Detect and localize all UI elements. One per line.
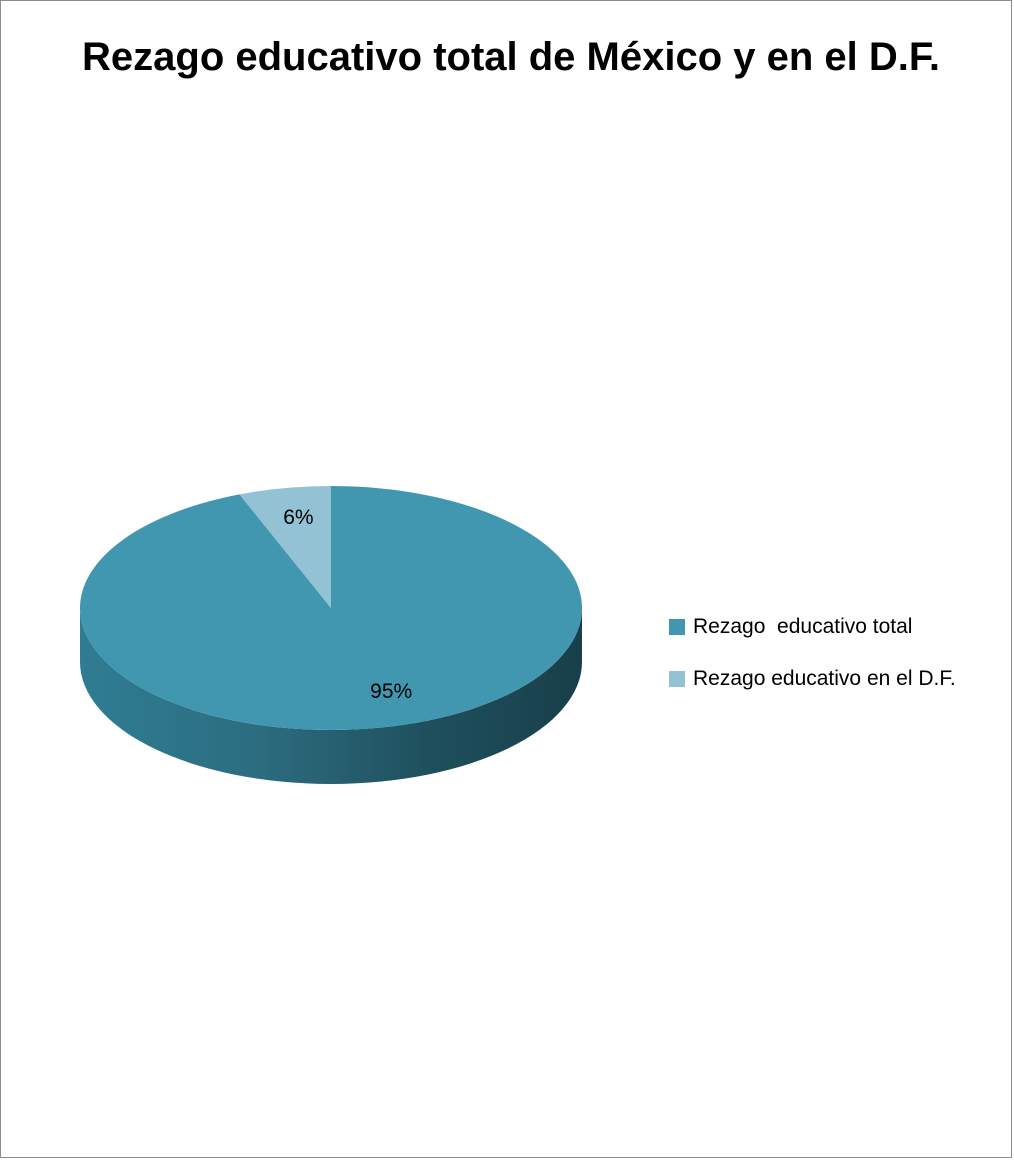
pie-side-wall [80,608,582,784]
legend-swatch-df [669,671,685,687]
pie-labels: 95% 6% [283,506,412,703]
chart-title: Rezago educativo total de México y en el… [82,35,940,79]
legend-item-df: Rezago educativo en el D.F. [669,663,956,695]
pie-data-label-0: 95% [370,680,412,703]
pie-side [80,608,582,784]
pie-top [80,486,583,730]
legend-label-total: Rezago educativo total [693,615,913,638]
legend-item-total: Rezago educativo total [669,611,956,643]
legend: Rezago educativo total Rezago educativo … [669,611,956,715]
pie-slice-0 [80,486,583,730]
pie-slice-1 [239,486,331,608]
legend-label-df: Rezago educativo en el D.F. [693,667,956,690]
legend-swatch-total [669,619,685,635]
pie-data-label-1: 6% [283,506,313,529]
